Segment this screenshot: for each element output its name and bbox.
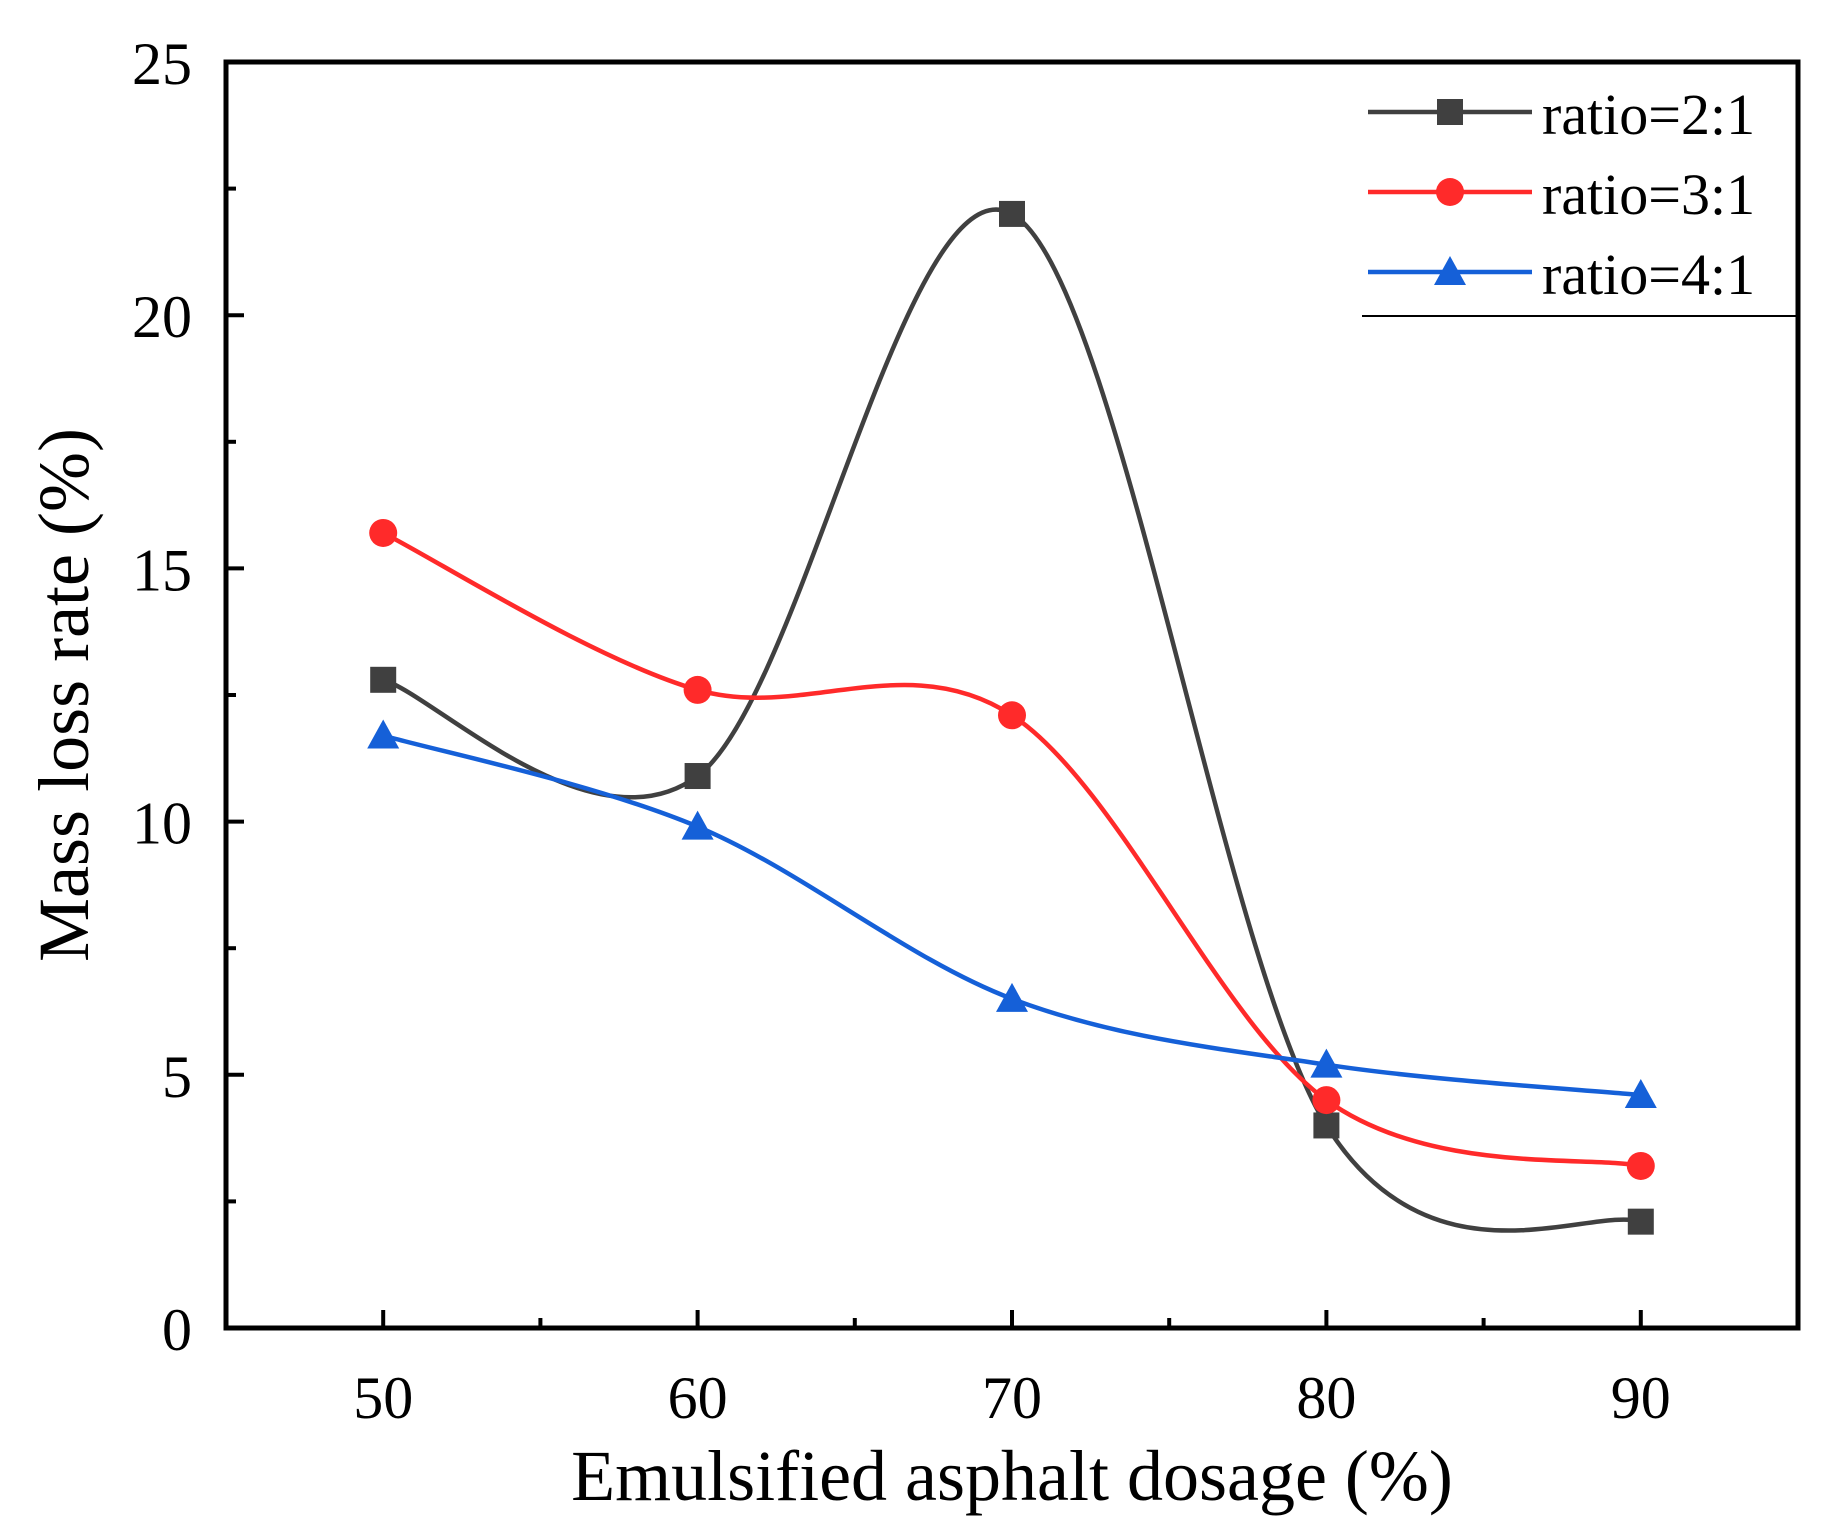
data-point <box>998 701 1026 730</box>
data-point <box>1627 1208 1654 1235</box>
y-tick-label: 5 <box>162 1044 192 1110</box>
y-tick-label: 0 <box>162 1297 192 1363</box>
series-2 <box>369 518 1655 1180</box>
legend-label: ratio=3:1 <box>1542 162 1755 227</box>
y-tick-label: 10 <box>132 791 192 857</box>
data-point <box>1624 1079 1657 1109</box>
legend: ratio=2:1 ratio=3:1 ratio=4:1 <box>1362 82 1798 317</box>
x-tick-label: 70 <box>982 1365 1042 1431</box>
ticks-layer: 50 60 70 80 90 0 5 10 15 20 25 <box>132 31 1671 1431</box>
series-line <box>382 530 1642 1169</box>
data-point <box>370 666 397 693</box>
y-tick-label: 25 <box>132 31 192 97</box>
data-point <box>369 518 398 547</box>
data-point <box>1312 1086 1341 1115</box>
legend-marker <box>1436 178 1464 206</box>
data-point <box>1626 1151 1655 1180</box>
series-3 <box>367 719 1657 1109</box>
data-point <box>367 719 400 749</box>
legend-label: ratio=4:1 <box>1542 242 1755 307</box>
x-tick-label: 80 <box>1296 1365 1356 1431</box>
x-tick-label: 90 <box>1611 1365 1671 1431</box>
series-line <box>382 733 1642 1098</box>
y-tick-label: 20 <box>132 284 192 350</box>
data-point <box>1310 1048 1343 1078</box>
data-point <box>996 982 1028 1012</box>
x-axis-title: Emulsified asphalt dosage (%) <box>571 1436 1453 1516</box>
series-layer <box>367 200 1657 1235</box>
data-point <box>1313 1112 1340 1139</box>
legend-marker <box>1437 99 1463 125</box>
x-tick-label: 60 <box>668 1365 728 1431</box>
legend-label: ratio=2:1 <box>1542 82 1755 147</box>
legend-marker <box>1434 256 1466 285</box>
y-tick-label: 15 <box>132 537 192 603</box>
data-point <box>684 763 711 790</box>
data-point <box>681 810 714 840</box>
y-axis-title: Mass loss rate (%) <box>24 428 104 962</box>
data-point <box>999 200 1025 227</box>
data-point <box>683 675 712 704</box>
x-tick-label: 50 <box>353 1365 413 1431</box>
series-1 <box>370 200 1654 1235</box>
